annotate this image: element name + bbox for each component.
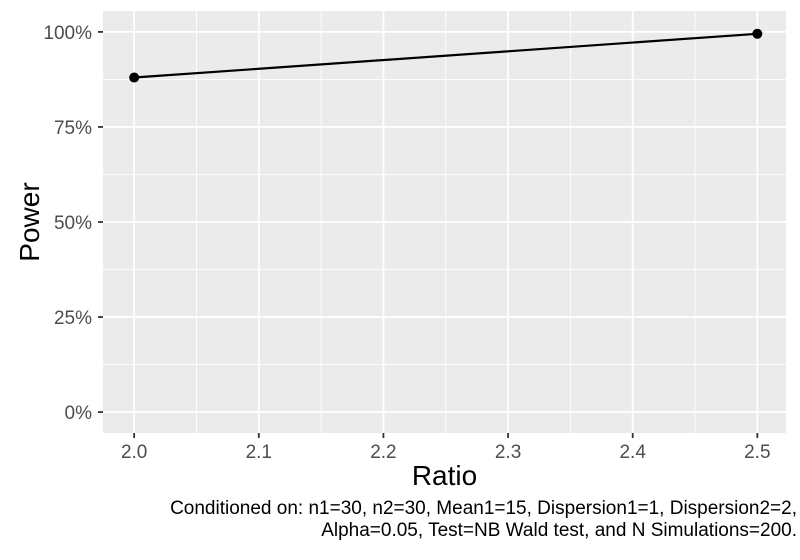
y-axis-title: Power	[14, 182, 45, 262]
y-tick-label: 50%	[54, 213, 92, 234]
x-tick-label: 2.2	[370, 442, 396, 463]
x-tick-label: 2.0	[121, 442, 147, 463]
y-tick-label: 25%	[54, 308, 92, 329]
x-tick-label: 2.1	[246, 442, 272, 463]
y-tick-label: 75%	[54, 118, 92, 139]
plot-caption: Conditioned on: n1=30, n2=30, Mean1=15, …	[170, 498, 797, 541]
x-axis-title: Ratio	[411, 460, 478, 491]
series-line	[134, 32, 758, 79]
y-tick-label: 0%	[65, 403, 93, 424]
data-point	[752, 28, 763, 39]
x-tick-label: 2.4	[619, 442, 646, 463]
y-tick-label: 100%	[43, 23, 92, 44]
x-tick-label: 2.5	[744, 442, 770, 463]
data-point	[129, 72, 140, 83]
x-tick-label: 2.3	[495, 442, 521, 463]
caption-line: Alpha=0.05, Test=NB Wald test, and N Sim…	[321, 519, 797, 541]
caption-line: Conditioned on: n1=30, n2=30, Mean1=15, …	[170, 498, 797, 519]
